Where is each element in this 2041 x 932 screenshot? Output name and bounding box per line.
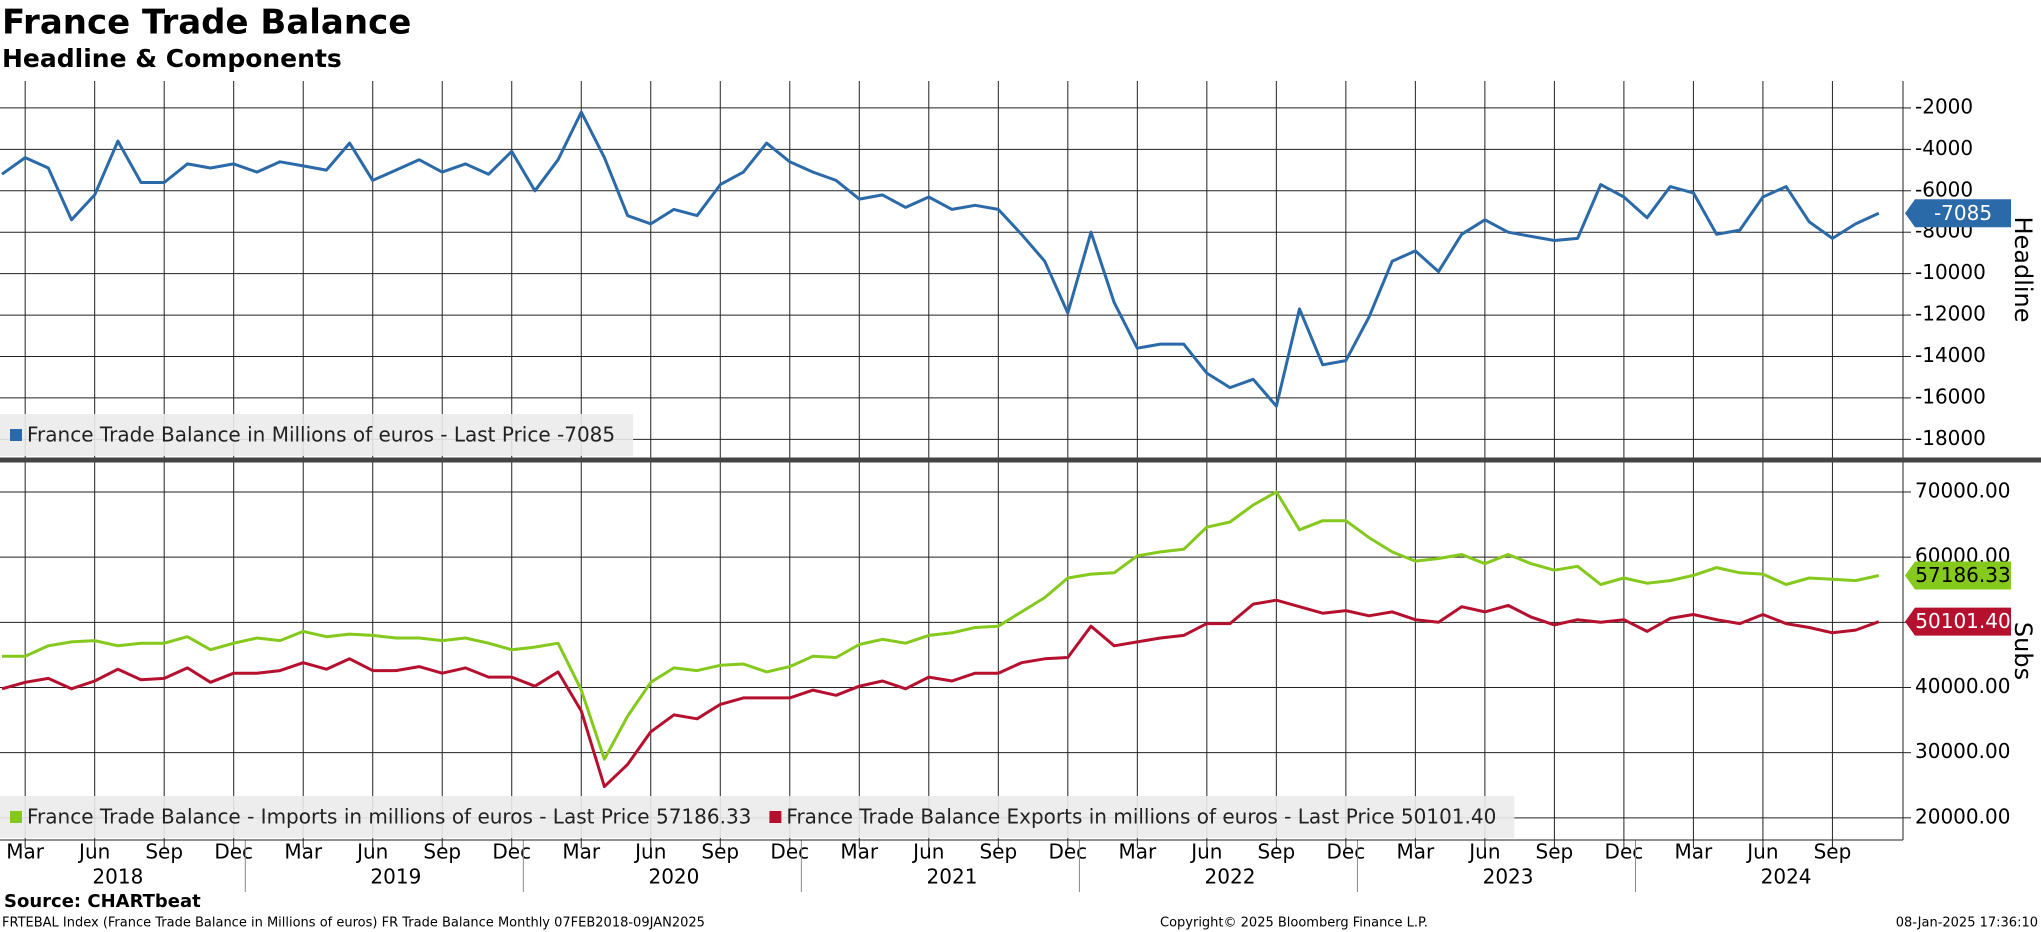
series-line (1, 110, 1880, 408)
footer-left: FRTEBAL Index (France Trade Balance in M… (2, 916, 705, 931)
last-price-tag (1905, 561, 2011, 590)
y-tick-label: 40000.00 (1915, 674, 2010, 698)
x-tick-label: Sep (979, 840, 1017, 864)
x-tick-label: Mar (284, 840, 323, 864)
x-tick-label: Sep (1257, 840, 1295, 864)
y-tick-label: 20000.00 (1915, 804, 2010, 828)
year-label: 2022 (1205, 865, 1256, 889)
x-tick-label: Sep (1536, 840, 1574, 864)
series-line (1, 598, 1880, 789)
x-tick-label: Mar (562, 840, 601, 864)
y-axis-title: Headline (2009, 216, 2037, 322)
legend-background (0, 414, 634, 456)
x-tick-label: Dec (214, 840, 253, 864)
year-label: 2020 (648, 865, 699, 889)
chart-subtitle: Headline & Components (2, 44, 342, 73)
x-tick-label: Mar (6, 840, 45, 864)
last-price-label: 50101.40 (1915, 609, 2010, 633)
x-tick-label: Jun (77, 840, 110, 864)
x-tick-label: Sep (423, 840, 461, 864)
series-line (2, 490, 1880, 761)
y-tick-label: -12000 (1915, 302, 1986, 326)
x-tick-label: Sep (701, 840, 739, 864)
x-tick-label: Sep (1814, 840, 1852, 864)
x-tick-label: Dec (1605, 840, 1644, 864)
legend-swatch (10, 429, 22, 441)
x-tick-label: Dec (492, 840, 531, 864)
x-tick-label: Jun (355, 840, 388, 864)
y-tick-label: -16000 (1915, 384, 1986, 408)
y-tick-label: -18000 (1915, 426, 1986, 450)
year-label: 2024 (1761, 865, 1812, 889)
legend: France Trade Balance in Millions of euro… (0, 414, 634, 456)
x-tick-label: Mar (1675, 840, 1714, 864)
x-tick-label: Jun (633, 840, 666, 864)
last-price-tag (1905, 607, 2011, 636)
legend-swatch (10, 811, 22, 823)
x-tick-label: Jun (911, 840, 944, 864)
y-tick-label: -14000 (1915, 343, 1986, 367)
source: Source: CHARTbeat (4, 891, 201, 912)
x-tick-label: Sep (145, 840, 183, 864)
year-label: 2023 (1483, 865, 1534, 889)
x-tick-label: Dec (770, 840, 809, 864)
legend-label: France Trade Balance - Imports in millio… (27, 805, 751, 829)
x-tick-label: Dec (1327, 840, 1366, 864)
x-tick-label: Mar (1397, 840, 1436, 864)
legend-label: France Trade Balance Exports in millions… (786, 805, 1496, 829)
year-label: 2019 (370, 865, 421, 889)
year-label: 2018 (92, 865, 143, 889)
footer-right: 08-Jan-2025 17:36:10 (1896, 916, 2038, 931)
legend-swatch (769, 811, 782, 823)
y-tick-label: -4000 (1915, 136, 1973, 160)
x-tick-label: Dec (1048, 840, 1087, 864)
last-price-tag (1905, 199, 2011, 228)
x-tick-label: Mar (1118, 840, 1157, 864)
last-price-label: 57186.33 (1915, 563, 2010, 587)
y-tick-label: 30000.00 (1915, 739, 2010, 763)
legend: France Trade Balance - Imports in millio… (0, 796, 1515, 838)
last-price-label: -7085 (1934, 201, 1992, 225)
footer-center: Copyright© 2025 Bloomberg Finance L.P. (1160, 916, 1428, 931)
y-tick-label: -6000 (1915, 177, 1973, 201)
legend-background (0, 796, 1515, 838)
y-tick-label: 70000.00 (1915, 478, 2010, 502)
x-tick-label: Jun (1189, 840, 1222, 864)
x-tick-label: Jun (1467, 840, 1500, 864)
y-tick-label: -2000 (1915, 94, 1973, 118)
chart-title: France Trade Balance (2, 3, 411, 43)
y-tick-label: -10000 (1915, 260, 1986, 284)
year-label: 2021 (927, 865, 978, 889)
x-tick-label: Mar (840, 840, 879, 864)
y-axis-title: Subs (2009, 622, 2037, 680)
x-tick-label: Jun (1745, 840, 1778, 864)
legend-label: France Trade Balance in Millions of euro… (27, 423, 615, 447)
